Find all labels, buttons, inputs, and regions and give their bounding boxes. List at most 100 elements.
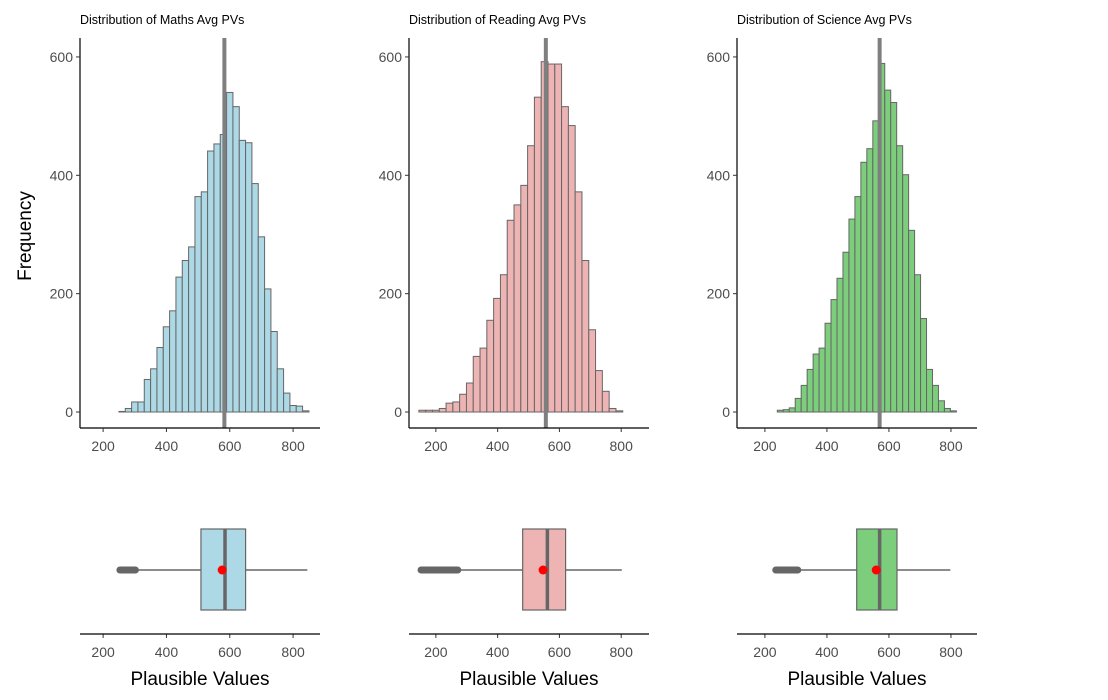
science-histogram-bar <box>812 353 820 413</box>
maths-histogram-bar <box>156 347 164 413</box>
reading-histogram-bar <box>445 402 454 413</box>
science-x-tick-label: 600 <box>877 438 901 454</box>
science-histogram-bar <box>866 148 874 413</box>
science-mean-point <box>871 565 881 575</box>
reading-histogram-bar <box>425 409 433 413</box>
reading-panel: Distribution of Reading Avg PVs Plausibl… <box>379 13 649 690</box>
reading-histogram-bar <box>581 260 590 413</box>
maths-x-tick-label: 400 <box>155 438 179 454</box>
maths-histogram-bar <box>302 410 310 413</box>
reading-box-x-tick-label: 400 <box>486 644 510 660</box>
reading-histogram-bar <box>615 410 624 413</box>
maths-y-tick-label: 400 <box>50 167 74 183</box>
maths-histogram-bar <box>207 150 215 413</box>
reading-mean-point <box>538 565 548 575</box>
reading-histogram-bar <box>588 329 597 413</box>
reading-x-tick-label: 600 <box>548 438 572 454</box>
reading-histogram-bar <box>486 319 495 413</box>
science-histogram-bar <box>908 229 916 413</box>
maths-y-tick-label: 600 <box>50 49 74 65</box>
science-y-tick-label: 400 <box>707 167 731 183</box>
maths-histogram-bar <box>251 183 259 413</box>
reading-histogram-bar <box>506 219 515 413</box>
reading-title: Distribution of Reading Avg PVs <box>409 13 586 27</box>
maths-histogram-bar <box>270 331 278 413</box>
maths-histogram-bar <box>175 276 183 413</box>
reading-histogram-bar <box>452 401 461 413</box>
maths-histogram-bar <box>226 91 234 413</box>
science-histogram-bar <box>848 218 856 413</box>
science-histogram-bar <box>884 89 892 413</box>
science-histogram-bar <box>937 400 945 413</box>
reading-histogram-bar <box>608 407 617 413</box>
maths-histogram-bar <box>283 392 291 413</box>
science-box-x-tick-label: 400 <box>815 644 839 660</box>
maths-histogram-bar <box>295 405 304 413</box>
maths-histogram-bar <box>245 142 253 413</box>
maths-histogram-bar <box>118 410 126 413</box>
reading-y-tick-label: 400 <box>379 167 403 183</box>
reading-box-x-tick-label: 200 <box>424 644 448 660</box>
reading-y-tick-label: 600 <box>379 49 403 65</box>
reading-y-tick-label: 0 <box>394 404 402 420</box>
reading-histogram-bar <box>472 355 481 413</box>
maths-histogram-bar <box>131 401 139 413</box>
maths-y-tick-label: 0 <box>65 404 73 420</box>
science-x-axis-title: Plausible Values <box>787 669 926 690</box>
reading-histogram-bar <box>554 63 563 413</box>
maths-x-tick-label: 600 <box>218 438 242 454</box>
science-histogram-bar <box>943 407 951 413</box>
maths-title: Distribution of Maths Avg PVs <box>80 13 244 27</box>
reading-histogram-bar <box>431 409 440 413</box>
science-histogram-bar <box>842 251 850 413</box>
science-histogram-bar <box>920 318 928 413</box>
maths-x-tick-label: 200 <box>91 438 115 454</box>
science-histogram-bar <box>914 274 922 413</box>
science-histogram-bar <box>776 409 784 413</box>
science-x-tick-label: 200 <box>753 438 777 454</box>
science-x-tick-label: 800 <box>939 438 963 454</box>
science-histogram-bar <box>788 407 796 413</box>
reading-histogram-bar <box>493 297 501 413</box>
maths-histogram-bar <box>137 401 145 413</box>
maths-box-x-tick-label: 200 <box>91 644 115 660</box>
maths-histogram-bar <box>276 368 285 413</box>
maths-histogram-bar <box>162 326 171 413</box>
science-histogram-bar <box>932 384 939 413</box>
reading-x-tick-label: 800 <box>610 438 634 454</box>
science-histogram-bar <box>890 102 898 413</box>
maths-mean-point <box>217 565 227 575</box>
science-y-tick-label: 200 <box>707 286 731 302</box>
reading-histogram-bar <box>438 407 447 413</box>
science-histogram-bar <box>824 322 832 413</box>
reading-histogram-bar <box>574 191 583 413</box>
science-histogram-bar <box>896 145 904 413</box>
reading-y-tick-label: 200 <box>379 286 403 302</box>
maths-histogram-bar <box>194 196 202 413</box>
maths-box-x-tick-label: 600 <box>218 644 242 660</box>
reading-histogram-bar <box>499 274 508 413</box>
maths-box-x-tick-label: 800 <box>281 644 305 660</box>
y-axis-title: Frequency <box>15 191 36 281</box>
reading-histogram-bar <box>459 393 467 413</box>
science-histogram-bar <box>818 347 826 413</box>
maths-histogram-bar <box>238 139 247 413</box>
reading-histogram-bar <box>513 204 522 413</box>
maths-histogram-bar <box>200 191 209 413</box>
maths-box-x-tick-label: 400 <box>155 644 179 660</box>
maths-histogram-bar <box>289 405 297 413</box>
maths-histogram-bar <box>257 236 266 413</box>
science-histogram-bar <box>830 299 838 413</box>
science-histogram-bar <box>794 397 802 413</box>
science-y-tick-label: 0 <box>722 404 730 420</box>
reading-box-x-tick-label: 600 <box>548 644 572 660</box>
science-x-tick-label: 400 <box>815 438 839 454</box>
maths-x-tick-label: 800 <box>281 438 305 454</box>
science-box-x-tick-label: 200 <box>753 644 777 660</box>
maths-x-axis-title: Plausible Values <box>130 669 269 690</box>
reading-histogram-bar <box>547 63 556 413</box>
science-box-x-tick-label: 600 <box>877 644 901 660</box>
reading-histogram-bar <box>520 184 529 413</box>
science-histogram-bar <box>800 384 808 413</box>
science-histogram-bar <box>782 409 790 413</box>
